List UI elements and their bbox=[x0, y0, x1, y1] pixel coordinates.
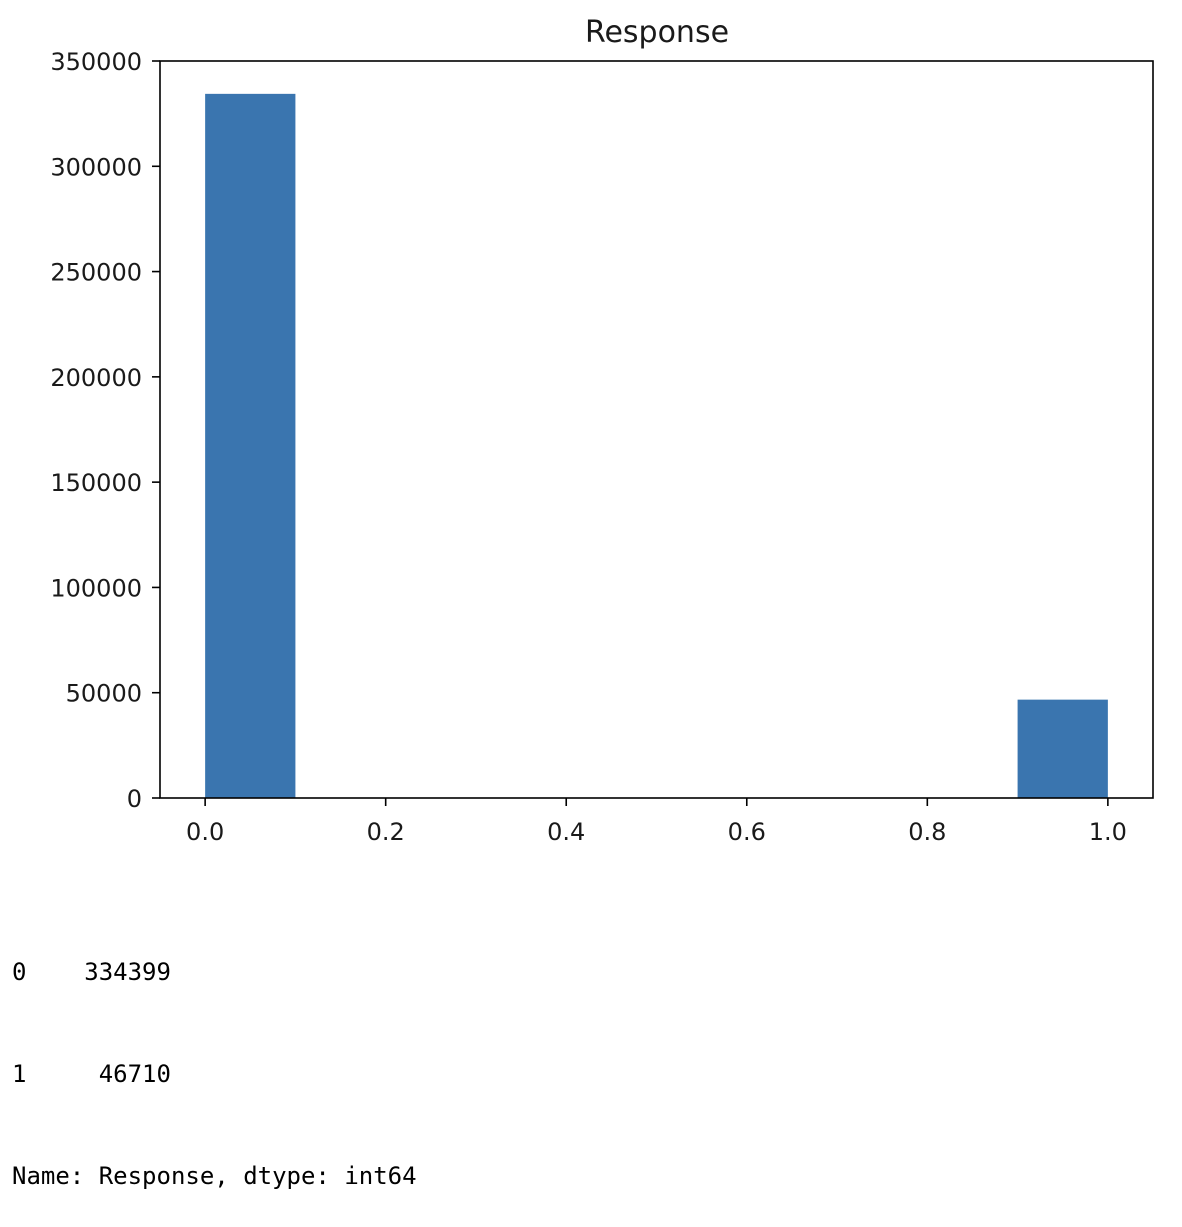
output-line: Name: Response, dtype: int64 bbox=[12, 1162, 417, 1190]
x-tick-label: 0.8 bbox=[908, 818, 946, 846]
x-tick-label: 0.2 bbox=[367, 818, 405, 846]
bar-group bbox=[205, 93, 1108, 798]
y-tick-label: 150000 bbox=[50, 469, 142, 497]
y-tick-label: 350000 bbox=[50, 48, 142, 76]
y-tick-label: 200000 bbox=[50, 364, 142, 392]
x-tick-label: 0.6 bbox=[728, 818, 766, 846]
y-tick-label: 0 bbox=[127, 785, 142, 813]
x-tick-label: 0.0 bbox=[186, 818, 224, 846]
histogram-bar-9 bbox=[1017, 699, 1108, 798]
output-line: 1 46710 bbox=[12, 1060, 171, 1088]
histogram-chart: Response 0.0 0.2 0.4 0.6 0.8 1.0 0 50000 100000 1… bbox=[50, 15, 1154, 846]
plot-frame bbox=[159, 60, 1154, 799]
y-tick-label: 100000 bbox=[50, 574, 142, 602]
y-tick-label: 50000 bbox=[66, 680, 142, 708]
x-tick-label: 1.0 bbox=[1089, 818, 1127, 846]
output-text: 0 334399 1 46710 Name: Response, dtype: … bbox=[12, 887, 417, 1227]
y-tick-label: 300000 bbox=[50, 153, 142, 181]
chart-title: Response bbox=[585, 15, 729, 50]
output-line: 0 334399 bbox=[12, 958, 171, 986]
tick-group: 0.0 0.2 0.4 0.6 0.8 1.0 0 50000 100000 150000 2000… bbox=[50, 48, 1127, 846]
histogram-bar-0 bbox=[205, 93, 296, 798]
x-tick-label: 0.4 bbox=[547, 818, 585, 846]
y-tick-label: 250000 bbox=[50, 259, 142, 287]
